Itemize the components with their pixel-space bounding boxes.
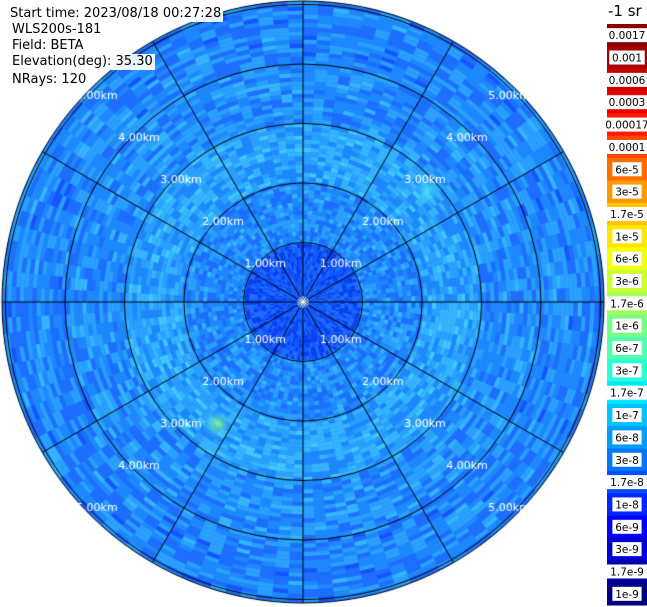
elevation-label: Elevation(deg): 35.30 bbox=[10, 54, 155, 70]
colorbar-tick-label: 1e-8 bbox=[615, 499, 639, 511]
colorbar-label-bg bbox=[612, 363, 642, 378]
start-time-label: Start time: 2023/08/18 00:27:28 bbox=[8, 6, 224, 22]
colorbar-tick-label: 0.0003 bbox=[609, 97, 646, 109]
colorbar-label-bg bbox=[612, 251, 642, 266]
colorbar-tick-label: 3e-6 bbox=[615, 276, 639, 288]
colorbar-tick-label: 3e-5 bbox=[615, 187, 639, 199]
colorbar-tick-label: 3e-9 bbox=[615, 544, 639, 556]
colorbar-tick-label: 1.7e-5 bbox=[610, 209, 644, 221]
colorbar-label-bg bbox=[606, 296, 647, 311]
colorbar-tick-label: 1.7e-7 bbox=[610, 388, 644, 400]
colorbar-label-bg bbox=[612, 229, 642, 244]
colorbar-label-bg bbox=[606, 206, 647, 221]
colorbar-label-bg bbox=[606, 139, 647, 154]
colorbar-label-bg bbox=[606, 28, 647, 43]
colorbar-tick-label: 0.0017 bbox=[609, 30, 646, 42]
colorbar-tick-label: 1.7e-6 bbox=[610, 298, 644, 310]
colorbar-tick-label: 6e-5 bbox=[615, 164, 639, 176]
colorbar-label-bg bbox=[612, 542, 642, 557]
colorbar-label-bg bbox=[606, 385, 647, 400]
field-label: Field: BETA bbox=[10, 38, 86, 54]
colorbar-label-bg bbox=[612, 318, 642, 333]
colorbar-label-bg bbox=[612, 519, 642, 534]
colorbar-tick-label: 0.00017 bbox=[605, 120, 647, 132]
colorbar-label-bg bbox=[612, 273, 642, 288]
colorbar-label-bg bbox=[612, 497, 642, 512]
colorbar-label-bg bbox=[612, 341, 642, 356]
colorbar-tick-label: 1.7e-8 bbox=[610, 477, 644, 489]
colorbar-label-bg bbox=[606, 564, 647, 579]
colorbar-label-bg bbox=[609, 50, 645, 65]
colorbar-tick-label: 3e-7 bbox=[615, 365, 639, 377]
colorbar-tick-label: 1e-9 bbox=[615, 589, 639, 601]
colorbar-tick-label: 1e-6 bbox=[615, 321, 639, 333]
colorbar-tick-label: 6e-7 bbox=[615, 343, 639, 355]
colorbar-label-bg bbox=[612, 408, 642, 423]
colorbar-tick-label: 6e-8 bbox=[615, 432, 639, 444]
colorbar-tick-label: 6e-9 bbox=[615, 522, 639, 534]
colorbar-tick-label: 0.001 bbox=[612, 53, 642, 65]
colorbar-label-bg bbox=[602, 117, 647, 132]
colorbar-label-bg bbox=[612, 162, 642, 177]
colorbar-label-bg bbox=[612, 430, 642, 445]
colorbar-tick-label: 1e-7 bbox=[615, 410, 639, 422]
colorbar-label-bg bbox=[606, 72, 647, 87]
colorbar-tick-label: 0.0006 bbox=[609, 75, 646, 87]
colorbar-title: -1 sr bbox=[608, 2, 643, 20]
colorbar-tick-label: 0.0001 bbox=[609, 142, 646, 154]
colorbar-label-bg bbox=[606, 475, 647, 490]
colorbar-label-bg bbox=[606, 95, 647, 110]
colorbar-label-bg bbox=[612, 184, 642, 199]
colorbar-tick-label: 1e-5 bbox=[615, 231, 639, 243]
colorbar-label-bg bbox=[612, 586, 642, 601]
colorbar-tick-label: 1.7e-9 bbox=[610, 566, 644, 578]
nrays-label: NRays: 120 bbox=[10, 72, 89, 88]
instrument-label: WLS200s-181 bbox=[10, 22, 104, 38]
colorbar-tick-label: 6e-6 bbox=[615, 254, 639, 266]
colorbar-tick-label: 3e-8 bbox=[615, 455, 639, 467]
colorbar-label-bg bbox=[612, 452, 642, 467]
